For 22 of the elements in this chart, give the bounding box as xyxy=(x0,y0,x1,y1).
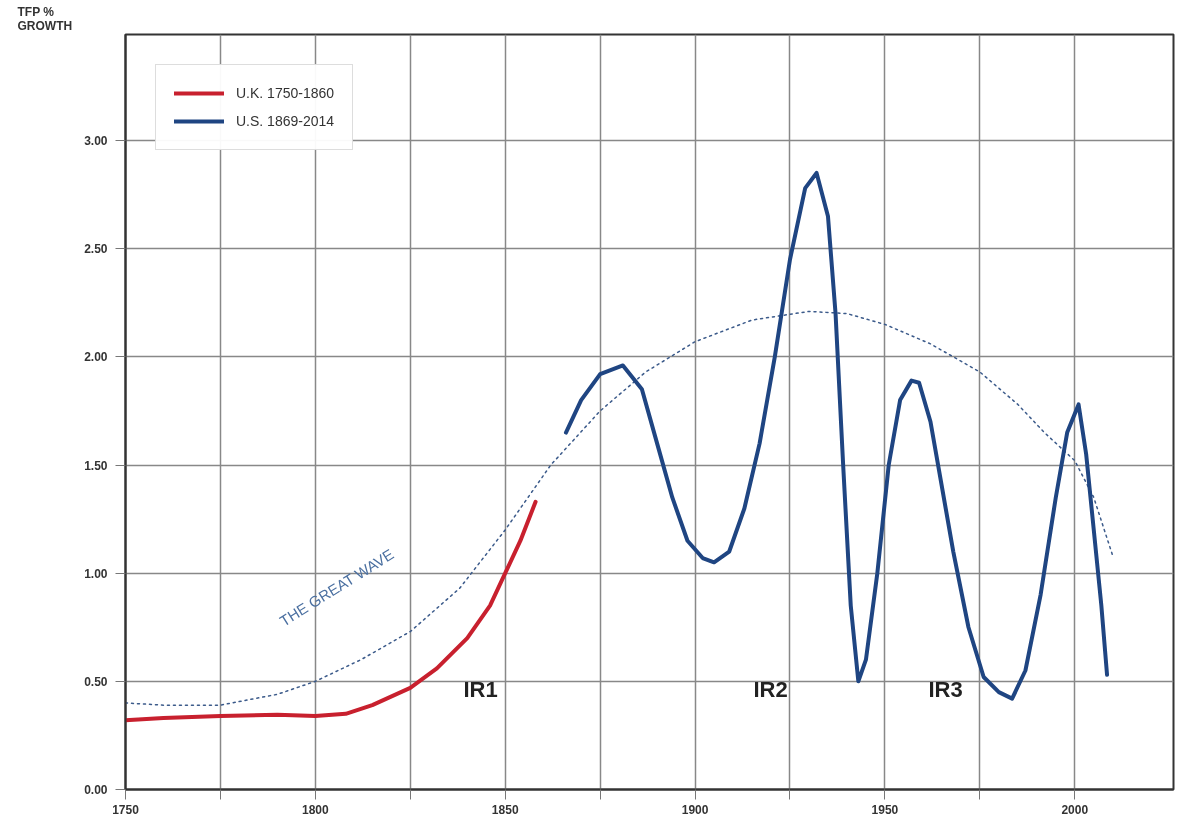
x-tick-label: 1750 xyxy=(112,802,140,817)
y-tick-label: 2.50 xyxy=(84,242,108,257)
y-tick-label: 0.50 xyxy=(84,674,108,689)
annotation: IR2 xyxy=(753,676,788,702)
y-tick-label: 3.00 xyxy=(84,134,108,148)
x-tick-label: 1850 xyxy=(491,802,519,817)
x-tick-label: 1900 xyxy=(681,802,709,817)
y-tick-label: 2.00 xyxy=(84,350,108,365)
line-series xyxy=(563,170,1110,701)
annotation: IR3 xyxy=(928,676,963,702)
annotation: IR1 xyxy=(463,676,498,702)
y-tick-label: 0.00 xyxy=(84,783,108,797)
line-series xyxy=(125,499,538,723)
legend-label: U.K. 1750-1860 xyxy=(236,85,335,101)
y-axis-title: TFP % GROWTH xyxy=(17,4,73,33)
y-tick-label: 1.50 xyxy=(84,458,108,473)
legend-label: U.S. 1869-2014 xyxy=(236,113,335,129)
x-tick-label: 1950 xyxy=(871,802,899,817)
x-tick-label: 2000 xyxy=(1061,802,1089,817)
x-tick-label: 1800 xyxy=(302,802,330,817)
line-series xyxy=(125,310,1114,706)
y-tick-label: 1.00 xyxy=(84,566,108,581)
